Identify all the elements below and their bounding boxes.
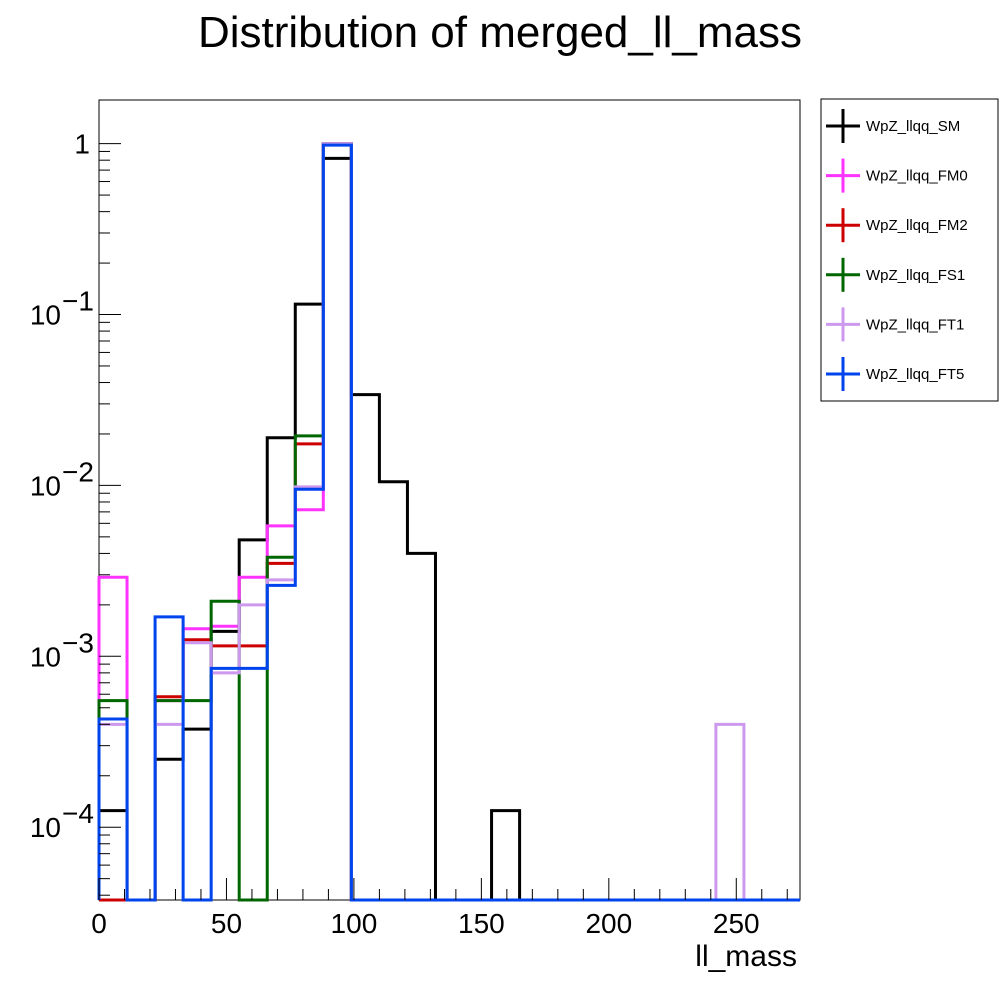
series-line-WpZ_llqq_FT1 [97, 142, 800, 902]
y-tick-label-base: 10 [30, 300, 61, 331]
chart-title: Distribution of merged_ll_mass [198, 8, 802, 57]
series-line-WpZ_llqq_FM0 [97, 142, 800, 902]
legend-label: WpZ_llqq_SM [866, 118, 960, 135]
y-tick-label-exponent: −4 [62, 798, 94, 829]
y-tick-label-exponent: −1 [62, 286, 94, 317]
x-tick-label: 0 [91, 908, 107, 939]
x-tick-label: 250 [713, 908, 760, 939]
x-tick-label: 150 [458, 908, 505, 939]
series-line-WpZ_llqq_SM [97, 156, 800, 902]
x-axis-label: ll_mass [695, 940, 797, 973]
legend-label: WpZ_llqq_FM2 [866, 217, 968, 234]
legend: WpZ_llqq_SM WpZ_llqq_FM0 WpZ_llqq_FM2 WpZ_l… [820, 98, 999, 402]
y-tick-label-base: 10 [30, 641, 61, 672]
x-tick-label: 100 [331, 908, 378, 939]
series-line-WpZ_llqq_FT5 [97, 143, 800, 902]
y-tick-label-exponent: −3 [62, 627, 94, 658]
plot-area [98, 99, 801, 901]
legend-label: WpZ_llqq_FS1 [866, 267, 965, 284]
legend-box [820, 98, 999, 402]
y-tick-label-base: 10 [30, 812, 61, 843]
x-tick-label: 200 [585, 908, 632, 939]
legend-label: WpZ_llqq_FT1 [866, 316, 964, 333]
legend-label: WpZ_llqq_FT5 [866, 366, 964, 383]
x-tick-label: 50 [211, 908, 242, 939]
series-line-WpZ_llqq_FM2 [99, 142, 800, 902]
plot-frame [98, 99, 801, 901]
legend-label: WpZ_llqq_FM0 [866, 168, 968, 185]
y-tick-label: 1 [74, 129, 90, 160]
y-tick-label-exponent: −2 [62, 456, 94, 487]
series-line-WpZ_llqq_FS1 [97, 142, 800, 902]
y-tick-label-base: 10 [30, 470, 61, 501]
histogram-series [97, 142, 800, 902]
